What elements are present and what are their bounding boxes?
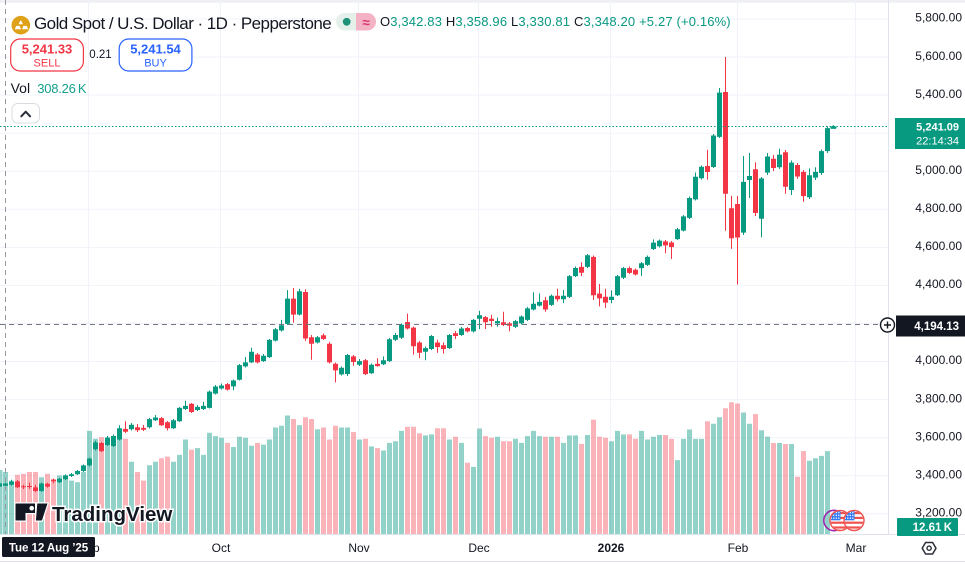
svg-text:3,600.00: 3,600.00	[915, 429, 962, 443]
svg-text:3,200.00: 3,200.00	[915, 506, 962, 520]
svg-text:Vol: Vol	[11, 80, 30, 96]
svg-text:4,400.00: 4,400.00	[915, 277, 962, 291]
svg-text:22:14:34: 22:14:34	[916, 136, 959, 148]
svg-text:4,600.00: 4,600.00	[915, 239, 962, 253]
svg-text:Oct: Oct	[212, 541, 231, 555]
svg-text:308.26 K: 308.26 K	[37, 81, 87, 96]
svg-text:2026: 2026	[598, 541, 625, 555]
svg-text:Dec: Dec	[468, 541, 489, 555]
svg-text:5,800.00: 5,800.00	[915, 11, 962, 25]
svg-text:BUY: BUY	[144, 58, 167, 70]
svg-text:5,241.09: 5,241.09	[916, 122, 959, 134]
svg-text:5,000.00: 5,000.00	[915, 163, 962, 177]
svg-text:5,400.00: 5,400.00	[915, 87, 962, 101]
svg-text:≈: ≈	[362, 15, 370, 30]
svg-text:Gold Spot / U.S. Dollar · 1D ·: Gold Spot / U.S. Dollar · 1D · Peppersto…	[34, 14, 331, 33]
svg-text:4,800.00: 4,800.00	[915, 201, 962, 215]
svg-text:SELL: SELL	[34, 58, 61, 70]
svg-text:5,600.00: 5,600.00	[915, 49, 962, 63]
svg-text:Nov: Nov	[348, 541, 369, 555]
svg-text:5,241.54: 5,241.54	[130, 42, 181, 57]
svg-text:TradingView: TradingView	[52, 503, 172, 526]
svg-text:Tue 12 Aug ’25: Tue 12 Aug ’25	[9, 542, 89, 555]
svg-text:3,800.00: 3,800.00	[915, 391, 962, 405]
svg-text:Mar: Mar	[846, 541, 867, 555]
svg-text:4,194.13: 4,194.13	[914, 321, 959, 333]
svg-text:0.21: 0.21	[89, 49, 111, 61]
svg-text:Feb: Feb	[728, 541, 749, 555]
svg-text:4,000.00: 4,000.00	[915, 353, 962, 367]
svg-text:O3,342.83 H3,358.96 L3,330.81: O3,342.83 H3,358.96 L3,330.81 C3,348.20 …	[380, 14, 731, 29]
svg-text:5,241.33: 5,241.33	[22, 42, 73, 57]
svg-text:12.61 K: 12.61 K	[913, 522, 953, 534]
svg-text:3,400.00: 3,400.00	[915, 467, 962, 481]
